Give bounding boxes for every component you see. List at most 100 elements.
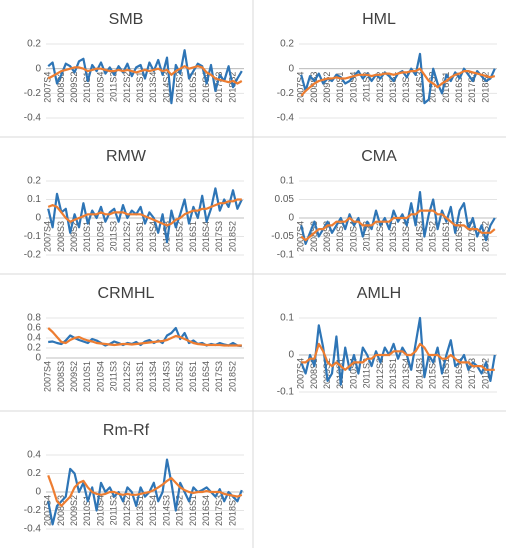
series-line bbox=[300, 316, 496, 386]
series-line bbox=[47, 327, 242, 347]
y-tick-label: -0.1 bbox=[277, 250, 295, 261]
x-tick-label: 2016S1 bbox=[441, 358, 451, 389]
y-tick-label: 0.2 bbox=[27, 468, 41, 479]
x-tick-label: 2011S3 bbox=[109, 361, 119, 391]
series-line bbox=[47, 187, 243, 244]
y-tick-label: 0.2 bbox=[27, 176, 41, 187]
y-tick-label: -0.1 bbox=[277, 387, 295, 398]
x-tick-label: 2014S3 bbox=[414, 358, 424, 389]
y-tick-label: 0.2 bbox=[280, 39, 294, 50]
y-tick-label: -0.2 bbox=[24, 505, 42, 516]
series-line bbox=[301, 342, 495, 371]
x-tick-label: 2010S1 bbox=[335, 221, 345, 252]
x-tick-label: 2010S1 bbox=[82, 221, 92, 252]
x-tick-label: 2015S2 bbox=[428, 358, 438, 389]
x-tick-label: 2011S3 bbox=[362, 358, 372, 388]
x-tick-label: 2018S2 bbox=[227, 495, 237, 526]
chart-title: HML bbox=[362, 11, 396, 28]
x-tick-label: 2010S4 bbox=[348, 358, 358, 389]
y-tick-label: 0 bbox=[288, 63, 294, 74]
x-tick-label: 2010S4 bbox=[348, 221, 358, 252]
series-line bbox=[300, 191, 496, 245]
chart-title: SMB bbox=[109, 11, 144, 28]
x-tick-label: 2017S3 bbox=[214, 361, 224, 392]
x-tick-label: 2016S4 bbox=[201, 495, 211, 526]
y-tick-label: 0.1 bbox=[280, 313, 294, 324]
y-tick-label: 0 bbox=[35, 213, 41, 224]
chart-title: CMA bbox=[361, 148, 397, 165]
x-tick-label: 2017S3 bbox=[467, 72, 477, 103]
x-tick-label: 2010S4 bbox=[95, 361, 105, 392]
x-tick-label: 2010S4 bbox=[95, 495, 105, 526]
x-tick-label: 2013S1 bbox=[388, 221, 398, 252]
x-tick-label: 2013S4 bbox=[148, 495, 158, 526]
y-tick-label: 0.4 bbox=[27, 333, 41, 344]
x-tick-label: 2017S3 bbox=[467, 221, 477, 252]
x-tick-label: 2013S1 bbox=[135, 495, 145, 526]
x-tick-label: 2008S3 bbox=[309, 358, 319, 389]
x-tick-label: 2012S2 bbox=[122, 495, 132, 526]
x-tick-label: 2008S3 bbox=[56, 221, 66, 252]
series-line bbox=[47, 49, 243, 105]
x-tick-label: 2018S2 bbox=[480, 72, 490, 103]
y-tick-label: -0.4 bbox=[24, 113, 42, 124]
x-tick-label: 2009S2 bbox=[69, 221, 79, 252]
x-tick-label: 2014S3 bbox=[161, 361, 171, 392]
x-tick-label: 2015S2 bbox=[175, 495, 185, 526]
y-tick-label: -0.05 bbox=[271, 231, 294, 242]
x-tick-label: 2007S4 bbox=[43, 221, 53, 252]
x-tick-label: 2014S3 bbox=[414, 72, 424, 103]
x-tick-label: 2010S4 bbox=[95, 221, 105, 252]
x-tick-label: 2007S4 bbox=[43, 495, 53, 526]
series-line bbox=[47, 198, 242, 227]
y-tick-label: -0.2 bbox=[24, 88, 42, 99]
y-tick-label: -0.2 bbox=[24, 250, 42, 261]
y-tick-label: -0.1 bbox=[24, 231, 42, 242]
x-tick-label: 2012S2 bbox=[122, 72, 132, 103]
y-tick-label: 0.4 bbox=[27, 450, 41, 461]
x-tick-label: 2016S1 bbox=[441, 72, 451, 103]
x-tick-label: 2012S2 bbox=[375, 221, 385, 252]
y-tick-label: 0 bbox=[288, 350, 294, 361]
x-tick-label: 2011S3 bbox=[109, 221, 119, 251]
x-tick-label: 2013S4 bbox=[401, 72, 411, 103]
y-tick-label: 0.1 bbox=[27, 194, 41, 205]
x-tick-label: 2016S4 bbox=[454, 72, 464, 103]
x-tick-label: 2013S1 bbox=[135, 361, 145, 392]
x-tick-label: 2012S2 bbox=[375, 72, 385, 103]
x-tick-label: 2007S4 bbox=[43, 72, 53, 103]
x-tick-label: 2010S4 bbox=[95, 72, 105, 103]
x-tick-label: 2010S1 bbox=[82, 495, 92, 526]
x-tick-label: 2010S4 bbox=[348, 72, 358, 103]
x-tick-label: 2007S4 bbox=[296, 221, 306, 252]
x-tick-label: 2007S4 bbox=[43, 361, 53, 392]
x-tick-label: 2013S4 bbox=[401, 358, 411, 389]
x-tick-label: 2013S1 bbox=[135, 72, 145, 103]
chart-title: CRMHL bbox=[98, 285, 155, 302]
x-tick-label: 2010S1 bbox=[82, 72, 92, 103]
x-tick-label: 2014S3 bbox=[161, 495, 171, 526]
x-tick-label: 2016S4 bbox=[201, 72, 211, 103]
x-tick-label: 2017S3 bbox=[467, 358, 477, 389]
x-tick-label: 2008S3 bbox=[309, 72, 319, 103]
y-tick-label: 0 bbox=[35, 353, 41, 364]
x-tick-label: 2018S2 bbox=[480, 358, 490, 389]
x-tick-label: 2009S2 bbox=[322, 72, 332, 103]
x-tick-label: 2016S4 bbox=[454, 358, 464, 389]
x-tick-label: 2016S1 bbox=[441, 221, 451, 252]
x-tick-label: 2017S3 bbox=[214, 221, 224, 252]
y-tick-label: 0 bbox=[35, 63, 41, 74]
y-tick-label: -0.2 bbox=[277, 88, 295, 99]
x-tick-label: 2009S2 bbox=[69, 361, 79, 392]
x-tick-label: 2009S2 bbox=[69, 72, 79, 103]
x-tick-label: 2011S3 bbox=[109, 72, 119, 102]
series-line bbox=[300, 67, 496, 97]
x-tick-label: 2013S4 bbox=[148, 361, 158, 392]
x-tick-label: 2010S1 bbox=[335, 72, 345, 103]
x-tick-label: 2008S3 bbox=[56, 495, 66, 526]
x-tick-label: 2012S2 bbox=[122, 221, 132, 252]
x-tick-label: 2014S3 bbox=[161, 72, 171, 103]
chart-title: RMW bbox=[106, 148, 147, 165]
series-line bbox=[47, 458, 243, 526]
x-tick-label: 2011S3 bbox=[362, 221, 372, 251]
